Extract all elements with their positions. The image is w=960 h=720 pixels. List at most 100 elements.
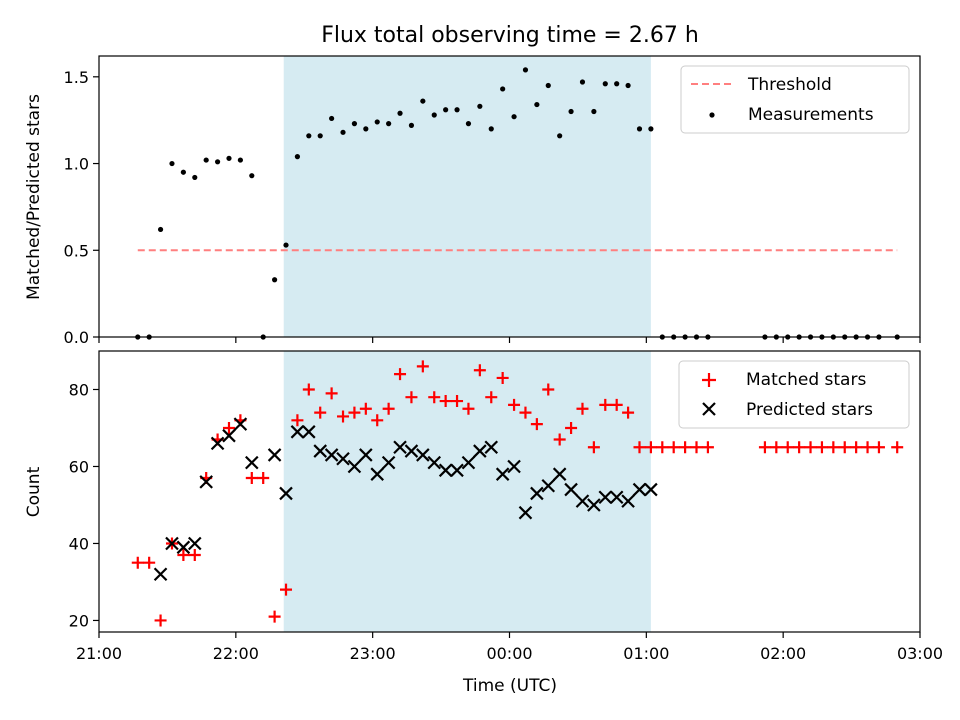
- predicted-star-point: [336, 452, 350, 466]
- matched-star-point: [451, 395, 464, 408]
- predicted-star-point: [370, 467, 385, 481]
- predicted-star-point: [359, 448, 373, 462]
- matched-star-point: [891, 441, 904, 454]
- matched-star-point: [371, 414, 384, 427]
- matched-star-point: [542, 383, 555, 396]
- bottom-shaded-span: [283, 351, 651, 632]
- predicted-star-point: [461, 455, 476, 470]
- measurement-point: [477, 103, 483, 109]
- matched-star-point: [587, 441, 600, 454]
- measurement-point: [522, 67, 529, 73]
- predicted-star-point: [210, 436, 225, 451]
- matched-star-point: [177, 549, 190, 562]
- x-tick-label: 23:00: [350, 644, 396, 663]
- x-tick-label: 03:00: [897, 644, 943, 663]
- matched-star-point: [143, 556, 156, 569]
- matched-star-point: [439, 395, 452, 408]
- top-y-axis-label: Matched/Predicted stars: [24, 94, 44, 300]
- matched-star-point: [280, 583, 293, 596]
- predicted-star-point: [222, 428, 236, 443]
- measurement-point: [386, 121, 392, 127]
- matched-star-point: [872, 441, 885, 454]
- measurement-point: [545, 82, 551, 89]
- predicted-star-point: [507, 459, 521, 474]
- matched-star-point: [576, 402, 589, 415]
- measurement-point: [602, 81, 608, 87]
- matched-star-point: [314, 406, 327, 419]
- measurement-point: [625, 82, 631, 89]
- matched-star-point: [827, 441, 840, 454]
- matched-star-point: [815, 441, 828, 454]
- predicted-star-point: [587, 498, 601, 512]
- matched-star-point: [519, 406, 532, 419]
- predicted-star-point: [279, 486, 293, 501]
- measurement-point: [591, 108, 597, 115]
- predicted-star-point: [575, 494, 590, 508]
- legend-matched-swatch: [702, 373, 716, 387]
- top-shaded-span: [283, 56, 651, 337]
- matched-star-point: [359, 402, 372, 415]
- predicted-star-point: [165, 536, 179, 551]
- measurement-point: [511, 114, 517, 120]
- x-axis-label: Time (UTC): [462, 676, 557, 696]
- predicted-star-point: [416, 448, 430, 462]
- bottom-panel: 20 40 60 80 21:00 22:00 23:00 00:00 01:00 02:00 0…: [24, 350, 943, 696]
- predicted-star-point: [530, 486, 544, 501]
- predicted-star-point: [290, 425, 305, 439]
- predicted-star-point: [598, 490, 613, 505]
- measurement-point: [397, 110, 403, 116]
- measurement-point: [648, 126, 654, 132]
- predicted-star-point: [199, 475, 213, 489]
- matched-star-point: [131, 556, 144, 569]
- measurement-point: [283, 242, 289, 248]
- predicted-star-point: [621, 494, 635, 508]
- predicted-star-point: [473, 444, 487, 458]
- measurement-point: [363, 126, 369, 132]
- measurement-point: [420, 98, 426, 104]
- matched-star-point: [861, 441, 874, 454]
- predicted-star-point: [484, 440, 499, 455]
- measurement-point: [488, 126, 494, 132]
- predicted-star-point: [153, 567, 168, 582]
- matched-star-point: [473, 364, 486, 377]
- matched-star-point: [633, 441, 646, 454]
- top-y-tick-label: 0.0: [64, 328, 89, 347]
- matched-star-point: [610, 398, 623, 411]
- measurement-point: [636, 126, 643, 132]
- measurement-point: [272, 277, 278, 283]
- measurement-point: [317, 133, 323, 139]
- x-tick-label: 22:00: [213, 644, 259, 663]
- predicted-star-point: [176, 540, 191, 555]
- legend-measurements-label: Measurements: [748, 105, 874, 125]
- legend-predicted-swatch: [702, 402, 716, 416]
- predicted-star-point: [427, 455, 442, 470]
- predicted-star-point: [450, 463, 464, 478]
- measurement-point: [431, 112, 437, 118]
- matched-star-point: [416, 360, 429, 373]
- predicted-star-point: [267, 448, 282, 462]
- matched-star-point: [644, 441, 657, 454]
- top-y-tick-label: 1.5: [64, 68, 89, 87]
- matched-star-point: [679, 441, 692, 454]
- measurement-point: [237, 157, 243, 163]
- matched-star-point: [462, 402, 475, 415]
- bottom-legend: Matched stars Predicted stars: [678, 360, 910, 429]
- matched-star-point: [530, 418, 543, 431]
- predicted-star-point: [438, 463, 453, 478]
- bottom-legend-frame: [678, 360, 910, 429]
- predicted-star-point: [404, 444, 419, 458]
- matched-star-point: [188, 549, 201, 562]
- bottom-y-tick-label: 60: [69, 457, 89, 476]
- top-y-tick-label: 1.0: [64, 155, 89, 174]
- predicted-star-point: [188, 536, 202, 551]
- matched-star-point: [405, 391, 418, 404]
- predicted-star-point: [313, 444, 327, 458]
- matched-star-point: [325, 387, 338, 400]
- measurement-point: [568, 108, 574, 115]
- predicted-star-point: [541, 478, 556, 493]
- measurement-point: [249, 173, 255, 179]
- matched-star-point: [758, 441, 771, 454]
- top-legend-frame: [680, 65, 910, 134]
- measurement-point: [408, 122, 415, 128]
- matched-star-point: [508, 398, 521, 411]
